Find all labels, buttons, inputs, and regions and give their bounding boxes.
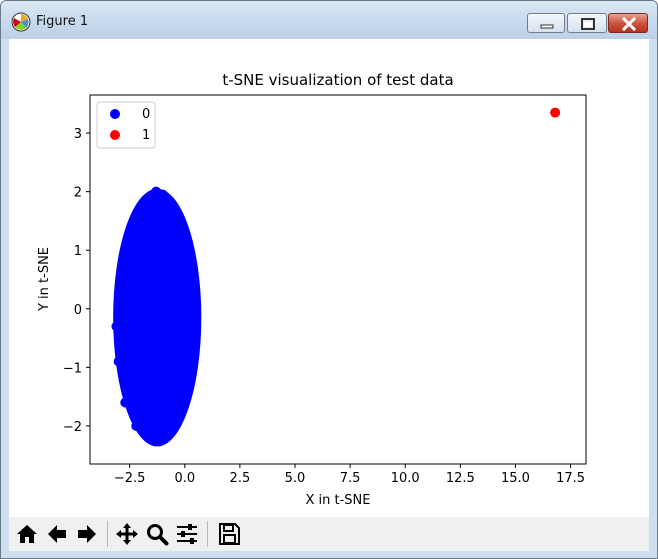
scatter-point-0 (173, 403, 184, 414)
x-axis-label: X in t-SNE (306, 493, 371, 508)
scatter-point-0 (148, 435, 159, 446)
forward-arrow-icon (78, 525, 96, 543)
scatter-point-0 (146, 350, 157, 361)
minimize-button[interactable] (527, 13, 565, 33)
navigation-toolbar (9, 517, 649, 551)
x-tick-label: 17.5 (556, 471, 585, 486)
save-icon (219, 523, 240, 545)
x-tick-label: 2.5 (230, 471, 251, 486)
matplotlib-icon (11, 12, 31, 32)
zoom-icon (147, 524, 169, 546)
save-button[interactable] (215, 520, 243, 548)
window-title: Figure 1 (36, 14, 89, 29)
x-tick-label: 7.5 (340, 471, 361, 486)
scatter-point-0 (186, 327, 197, 338)
y-tick-label: 1 (74, 244, 82, 259)
configure-subplots-icon (177, 524, 197, 544)
legend-marker-1 (110, 130, 120, 140)
scatter-point-0 (177, 251, 188, 262)
legend: 0 1 (96, 101, 156, 149)
toolbar-separator (107, 521, 108, 547)
scatter-point-0 (153, 280, 164, 291)
scatter-point-0 (122, 245, 133, 256)
scatter-point-0 (184, 292, 195, 303)
scatter-point-0 (157, 189, 168, 200)
chart-title: t-SNE visualization of test data (222, 71, 453, 89)
close-icon (621, 16, 637, 32)
series-1 (550, 107, 561, 118)
scatter-point-0 (113, 356, 124, 367)
y-tick-label: −2 (63, 420, 82, 435)
figure-canvas[interactable]: t-SNE visualization of test data −2.5 0.0… (9, 39, 649, 517)
window-bottom-border (1, 551, 657, 558)
x-tick-label: 5.0 (285, 471, 306, 486)
back-button[interactable] (43, 520, 71, 548)
zoom-button[interactable] (143, 520, 171, 548)
toolbar-separator (207, 521, 208, 547)
scatter-point-0 (115, 286, 126, 297)
minimize-icon (540, 24, 554, 29)
scatter-point-0 (131, 215, 142, 226)
x-tick-label: −2.5 (114, 471, 146, 486)
scatter-point-0 (170, 215, 181, 226)
title-bar[interactable]: Figure 1 (1, 1, 657, 39)
tsne-scatter-plot: t-SNE visualization of test data −2.5 0.0… (37, 71, 587, 508)
plot-frame (89, 94, 587, 465)
pan-button[interactable] (113, 520, 141, 548)
x-tick-label: 15.0 (501, 471, 530, 486)
y-tick-label: 2 (74, 186, 82, 201)
scatter-point-0 (111, 321, 122, 332)
scatter-point-0 (181, 374, 192, 385)
pan-icon (116, 523, 138, 545)
back-arrow-icon (48, 525, 66, 543)
y-tick-label: 3 (74, 127, 82, 142)
scatter-point-1 (550, 107, 561, 118)
series-0-cluster (113, 188, 202, 447)
x-tick-label: 10.0 (391, 471, 420, 486)
legend-label-1: 1 (142, 128, 150, 143)
scatter-point-0 (131, 420, 142, 431)
maximize-icon (581, 18, 595, 30)
y-axis-label: Y in t-SNE (37, 247, 52, 312)
home-icon (17, 525, 37, 543)
close-button[interactable] (608, 13, 648, 33)
legend-marker-0 (110, 109, 120, 119)
legend-label-0: 0 (142, 107, 150, 122)
x-tick-label: 12.5 (446, 471, 475, 486)
home-button[interactable] (13, 520, 41, 548)
y-tick-label: 0 (74, 303, 82, 318)
forward-button[interactable] (73, 520, 101, 548)
scatter-point-0 (144, 192, 155, 203)
scatter-point-0 (164, 426, 175, 437)
x-tick-label: 0.0 (174, 471, 195, 486)
maximize-button[interactable] (567, 13, 607, 33)
configure-subplots-button[interactable] (173, 520, 201, 548)
y-tick-label: −1 (63, 361, 82, 376)
series-0 (111, 186, 202, 447)
scatter-point-0 (120, 397, 131, 408)
